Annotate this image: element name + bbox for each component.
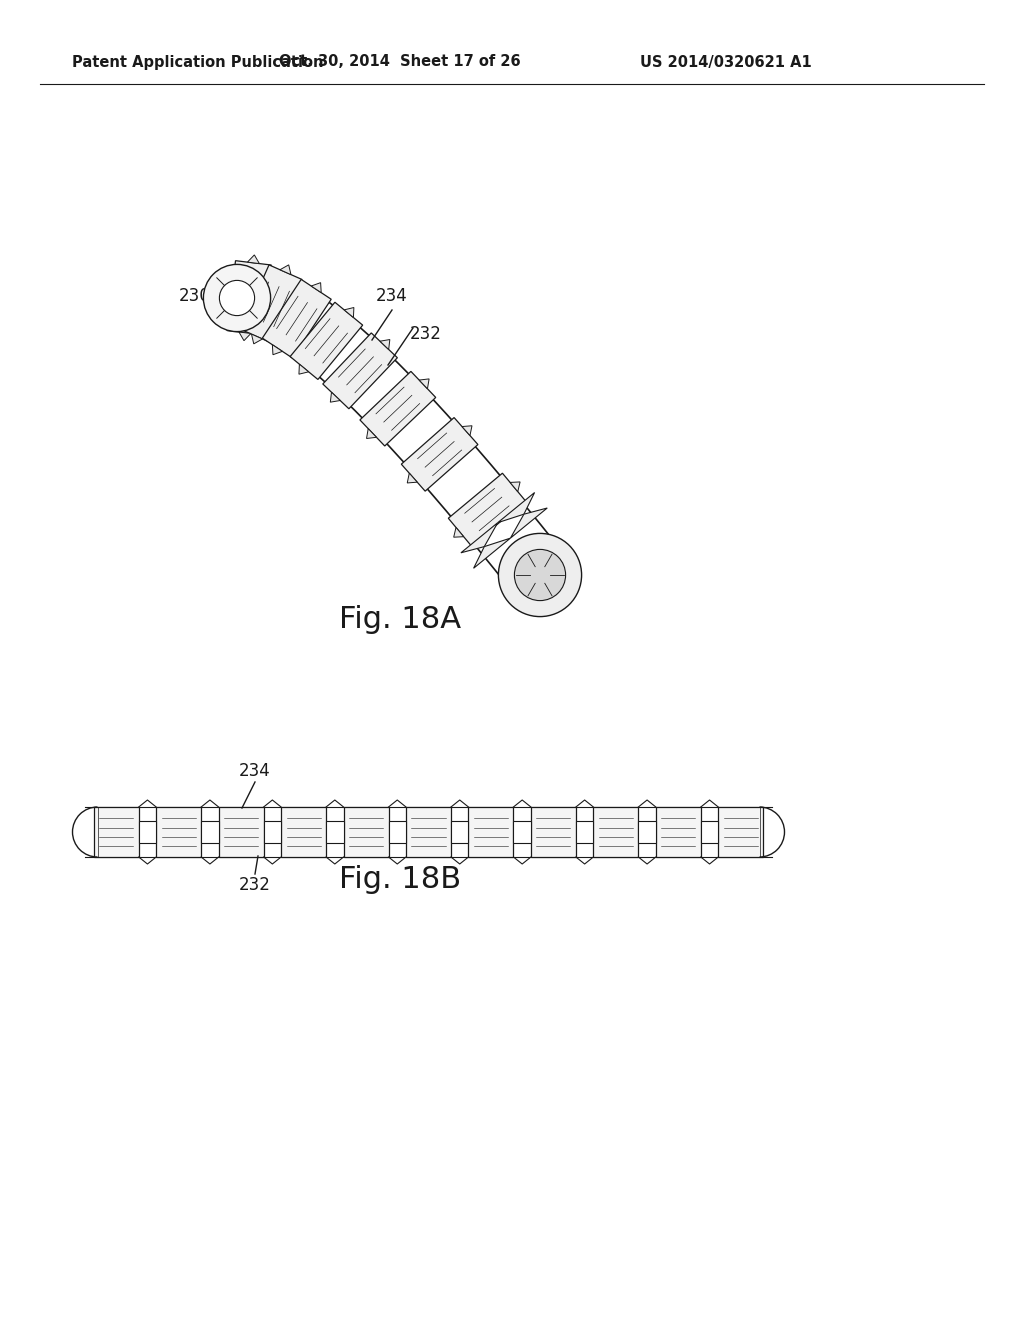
Polygon shape (263, 821, 282, 843)
Text: 234: 234 (376, 286, 408, 305)
Polygon shape (462, 426, 472, 436)
Circle shape (514, 549, 565, 601)
Polygon shape (655, 807, 700, 857)
Polygon shape (513, 821, 530, 843)
Polygon shape (311, 282, 322, 293)
Polygon shape (419, 379, 429, 389)
Polygon shape (239, 333, 251, 341)
Polygon shape (367, 429, 377, 438)
Polygon shape (344, 308, 354, 318)
Polygon shape (468, 807, 513, 857)
Polygon shape (575, 821, 593, 843)
Polygon shape (498, 492, 535, 523)
Text: 234: 234 (240, 762, 271, 780)
Polygon shape (323, 333, 397, 409)
Polygon shape (449, 473, 525, 546)
Polygon shape (718, 807, 763, 857)
Polygon shape (380, 339, 390, 350)
Polygon shape (272, 345, 283, 355)
Polygon shape (241, 265, 302, 343)
Text: Fig. 18B: Fig. 18B (339, 866, 461, 895)
Polygon shape (473, 539, 510, 569)
Polygon shape (401, 417, 478, 491)
Polygon shape (530, 807, 575, 857)
Text: 230: 230 (178, 286, 210, 305)
Polygon shape (408, 473, 417, 483)
Polygon shape (248, 255, 259, 264)
Polygon shape (454, 528, 464, 537)
Polygon shape (252, 334, 262, 345)
Polygon shape (700, 821, 718, 843)
Polygon shape (510, 482, 520, 491)
Text: 232: 232 (239, 876, 271, 894)
Polygon shape (280, 265, 291, 275)
Polygon shape (201, 821, 219, 843)
Circle shape (204, 264, 270, 331)
Polygon shape (94, 807, 138, 857)
Polygon shape (451, 821, 468, 843)
Polygon shape (344, 807, 388, 857)
Polygon shape (359, 371, 436, 446)
Text: US 2014/0320621 A1: US 2014/0320621 A1 (640, 54, 812, 70)
Polygon shape (331, 392, 340, 403)
Circle shape (499, 533, 582, 616)
Polygon shape (227, 260, 271, 335)
Polygon shape (593, 807, 638, 857)
Text: Oct. 30, 2014  Sheet 17 of 26: Oct. 30, 2014 Sheet 17 of 26 (280, 54, 521, 70)
Polygon shape (510, 508, 547, 539)
Polygon shape (262, 280, 331, 358)
Polygon shape (138, 821, 157, 843)
Polygon shape (157, 807, 201, 857)
Polygon shape (299, 364, 308, 374)
Polygon shape (326, 821, 344, 843)
Polygon shape (290, 302, 362, 379)
Polygon shape (388, 821, 407, 843)
Polygon shape (407, 807, 451, 857)
Text: 232: 232 (410, 325, 442, 343)
Polygon shape (219, 807, 263, 857)
Polygon shape (638, 821, 655, 843)
Text: Patent Application Publication: Patent Application Publication (72, 54, 324, 70)
Text: Fig. 18A: Fig. 18A (339, 606, 461, 635)
Circle shape (219, 280, 255, 315)
Polygon shape (461, 523, 498, 553)
Polygon shape (282, 807, 326, 857)
